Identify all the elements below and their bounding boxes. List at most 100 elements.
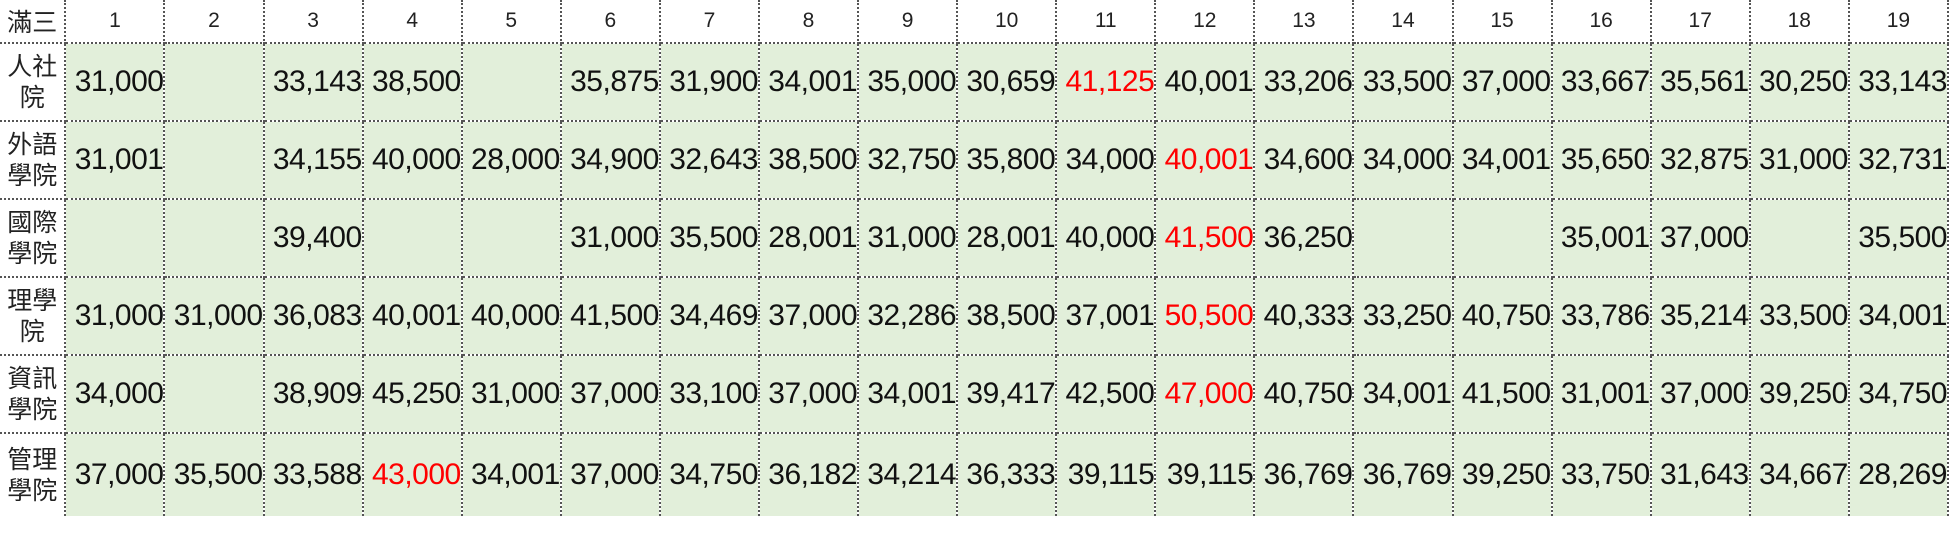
column-header-17[interactable]: 17 [1650,0,1751,44]
table-cell[interactable]: 41,500 [1155,199,1256,278]
table-cell[interactable]: 28,001 [758,199,860,278]
table-cell[interactable]: 35,500 [659,199,760,278]
table-cell[interactable]: 31,643 [1650,433,1751,516]
table-cell[interactable]: 33,750 [1551,433,1652,516]
table-cell[interactable]: 33,250 [1353,277,1454,356]
table-cell[interactable]: 31,001 [1551,355,1652,434]
column-header-19[interactable]: 19 [1848,0,1949,44]
column-header-6[interactable]: 6 [560,0,661,44]
table-cell[interactable]: 31,000 [65,277,166,356]
table-cell[interactable]: 38,909 [263,355,364,434]
table-cell[interactable]: 37,000 [560,433,661,516]
column-header-4[interactable]: 4 [362,0,463,44]
table-cell[interactable]: 33,206 [1254,43,1355,122]
table-cell[interactable]: 37,000 [758,355,860,434]
row-header[interactable]: 理學院 [0,277,67,356]
table-cell[interactable]: 45,250 [362,355,463,434]
table-cell[interactable]: 32,286 [858,277,959,356]
table-cell[interactable] [1749,199,1850,278]
column-header-5[interactable]: 5 [461,0,562,44]
table-cell[interactable] [164,355,265,434]
column-header-13[interactable]: 13 [1254,0,1355,44]
table-cell[interactable]: 36,250 [1254,199,1355,278]
table-cell[interactable]: 33,667 [1551,43,1652,122]
table-cell[interactable]: 36,333 [957,433,1058,516]
table-cell[interactable]: 40,000 [362,121,463,200]
table-cell[interactable]: 34,750 [659,433,760,516]
table-cell[interactable]: 35,875 [560,43,661,122]
table-cell[interactable]: 37,000 [65,433,166,516]
table-cell[interactable]: 32,731 [1848,121,1949,200]
table-cell[interactable]: 30,659 [957,43,1058,122]
table-cell[interactable]: 34,001 [461,433,562,516]
table-cell[interactable]: 36,182 [758,433,860,516]
table-cell[interactable] [65,199,166,278]
table-cell[interactable]: 35,001 [1551,199,1652,278]
table-cell[interactable]: 35,500 [164,433,265,516]
table-cell[interactable]: 30,250 [1749,43,1850,122]
table-cell[interactable]: 33,143 [1848,43,1949,122]
table-cell[interactable]: 40,333 [1254,277,1355,356]
table-cell[interactable]: 41,125 [1056,43,1157,122]
column-header-2[interactable]: 2 [164,0,265,44]
table-cell[interactable]: 40,001 [1155,43,1256,122]
row-header[interactable]: 人社院 [0,43,67,122]
table-cell[interactable]: 37,000 [1650,199,1751,278]
table-cell[interactable]: 34,001 [758,43,860,122]
table-cell[interactable]: 37,000 [1650,355,1751,434]
table-cell[interactable]: 50,500 [1155,277,1256,356]
table-cell[interactable]: 34,600 [1254,121,1355,200]
table-cell[interactable]: 33,500 [1749,277,1850,356]
table-cell[interactable]: 34,001 [1353,355,1454,434]
table-cell[interactable]: 28,269 [1848,433,1949,516]
table-cell[interactable]: 35,500 [1848,199,1949,278]
column-header-15[interactable]: 15 [1452,0,1553,44]
table-cell[interactable]: 34,001 [1452,121,1553,200]
table-cell[interactable]: 33,500 [1353,43,1454,122]
table-cell[interactable]: 33,786 [1551,277,1652,356]
column-header-7[interactable]: 7 [659,0,760,44]
table-cell[interactable]: 43,000 [362,433,463,516]
table-cell[interactable]: 37,000 [1452,43,1553,122]
table-cell[interactable]: 40,001 [362,277,463,356]
table-cell[interactable]: 36,769 [1254,433,1355,516]
table-cell[interactable]: 39,115 [1155,433,1256,516]
table-cell[interactable]: 34,000 [1056,121,1157,200]
table-cell[interactable] [1353,199,1454,278]
table-cell[interactable]: 37,000 [758,277,860,356]
table-cell[interactable]: 33,588 [263,433,364,516]
table-cell[interactable]: 35,561 [1650,43,1751,122]
table-cell[interactable]: 38,500 [957,277,1058,356]
table-cell[interactable]: 34,000 [1353,121,1454,200]
table-cell[interactable]: 42,500 [1056,355,1157,434]
table-cell[interactable]: 36,083 [263,277,364,356]
table-cell[interactable]: 31,000 [560,199,661,278]
table-cell[interactable]: 41,500 [560,277,661,356]
table-cell[interactable]: 32,875 [1650,121,1751,200]
table-cell[interactable]: 39,115 [1056,433,1157,516]
table-cell[interactable]: 31,900 [659,43,760,122]
table-cell[interactable] [461,43,562,122]
row-header[interactable]: 管理學院 [0,433,67,516]
table-cell[interactable]: 39,250 [1452,433,1553,516]
column-header-8[interactable]: 8 [758,0,860,44]
table-cell[interactable]: 39,250 [1749,355,1850,434]
row-header[interactable]: 國際學院 [0,199,67,278]
table-cell[interactable]: 47,000 [1155,355,1256,434]
table-cell[interactable]: 34,155 [263,121,364,200]
table-cell[interactable]: 31,001 [65,121,166,200]
table-cell[interactable]: 34,001 [1848,277,1949,356]
table-cell[interactable]: 39,400 [263,199,364,278]
table-cell[interactable] [164,121,265,200]
table-cell[interactable]: 35,000 [858,43,959,122]
table-cell[interactable]: 34,000 [65,355,166,434]
table-cell[interactable]: 40,001 [1155,121,1256,200]
table-cell[interactable]: 37,000 [560,355,661,434]
table-cell[interactable]: 40,750 [1452,277,1553,356]
column-header-3[interactable]: 3 [263,0,364,44]
corner-label[interactable]: 滿三 [0,0,67,44]
row-header[interactable]: 外語學院 [0,121,67,200]
table-cell[interactable]: 35,800 [957,121,1058,200]
table-cell[interactable]: 32,750 [858,121,959,200]
column-header-14[interactable]: 14 [1353,0,1454,44]
